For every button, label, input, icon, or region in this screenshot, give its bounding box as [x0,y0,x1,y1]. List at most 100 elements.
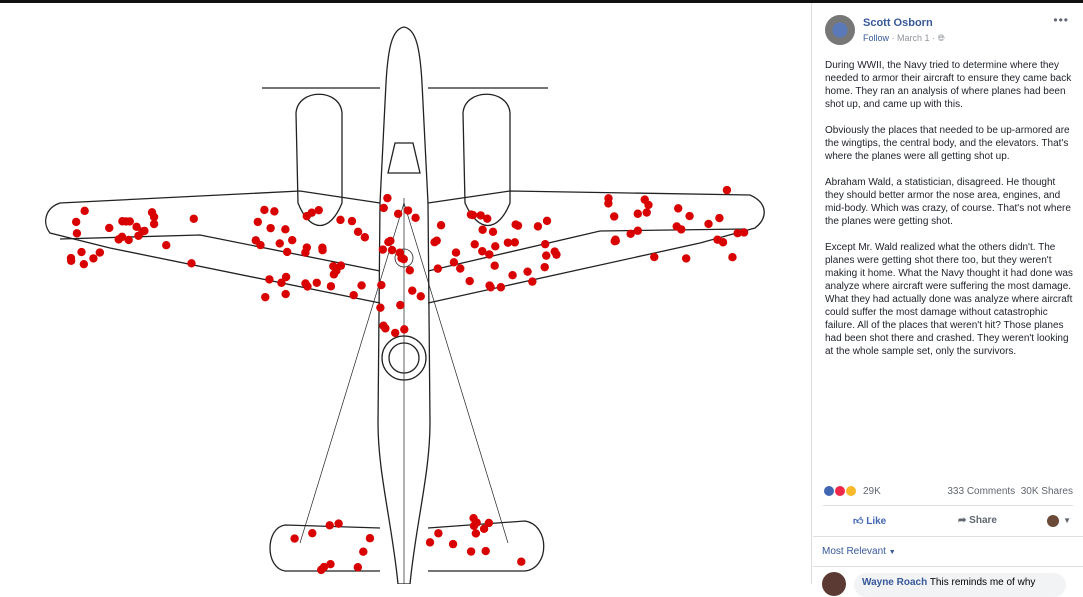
divider [813,566,1083,567]
bullet-hole-dot [733,229,742,238]
bullet-hole-dot [277,278,286,287]
bullet-hole-dot [387,245,397,255]
author-name[interactable]: Scott Osborn [863,17,933,29]
bullet-hole-dot [610,212,619,221]
bullet-hole-dot [149,212,159,222]
bullet-hole-dot [715,213,724,223]
reaction-count[interactable]: 29K [863,486,881,497]
bullet-hole-dot [451,248,461,257]
dot-separator: · [891,33,898,43]
bullet-hole-dot [640,195,649,204]
bullet-hole-dot [124,235,133,245]
bullet-hole-dot [365,534,375,543]
shares-count[interactable]: 30K Shares [1020,486,1073,497]
post-paragraph: Except Mr. Wald realized what the others… [825,242,1073,357]
bullet-hole-dot [604,194,613,203]
bullet-hole-dot [471,529,481,538]
bullet-hole-dot [89,254,98,263]
bullet-hole-dot [479,524,489,533]
comment-share-counts: 333 Comments 30K Shares [947,486,1073,497]
bullet-hole-dot [353,563,363,572]
bullet-hole-dot [121,217,131,226]
share-arrow-icon: ➦ [958,515,967,526]
bullet-hole-dot [72,229,82,238]
bullet-hole-dot [478,247,487,256]
bullet-hole-dot [513,221,523,230]
bullet-hole-dot [317,565,326,575]
bullet-hole-dot [140,226,149,236]
wow-reaction-icon [845,485,857,497]
bullet-hole-dot [290,534,299,543]
bullet-hole-dot [105,223,114,233]
bullet-hole-dot [381,324,390,333]
author-avatar[interactable] [825,15,855,45]
viewer-avatar[interactable] [1047,515,1059,527]
bullet-hole-dot [326,559,335,569]
bullet-hole-dot [347,216,357,226]
bullet-hole-dot [739,228,749,237]
comments-count[interactable]: 333 Comments [947,486,1016,497]
bullet-hole-dot [425,538,435,547]
bullet-hole-dot [434,529,443,538]
bullet-hole-dot [302,243,312,252]
ellipsis-icon[interactable]: ••• [1053,13,1069,27]
bullet-hole-dot [396,300,405,310]
bullet-hole-dot [704,219,713,229]
bullet-hole-dot [405,266,414,275]
bullet-hole-dot [528,277,537,286]
commenter-name[interactable]: Wayne Roach [862,577,928,588]
bullet-hole-dot [114,235,123,244]
reactions[interactable] [823,485,857,497]
post-date[interactable]: March 1 [897,33,930,43]
left-wing [45,190,381,304]
comment-sort-dropdown[interactable]: Most Relevant ▼ [822,546,896,557]
bullet-hole-dot [476,211,485,220]
bullet-hole-dot [540,239,550,249]
bullet-hole-dot [80,206,89,216]
bullet-hole-dot [281,289,290,299]
bullet-hole-dot [79,259,89,269]
bullet-hole-markers [66,185,749,575]
bullet-hole-dot [266,223,275,233]
share-button[interactable]: ➦ Share [958,515,997,526]
globe-icon: 🌐︎ [937,33,945,43]
bullet-hole-dot [469,513,478,523]
bullet-hole-dot [478,225,487,234]
bullet-hole-dot [510,238,520,247]
bullet-hole-dot [334,519,343,528]
bullet-hole-dot [325,521,334,530]
post-paragraph: Abraham Wald, a statistician, disagreed.… [825,177,1071,227]
bullet-hole-dot [449,258,459,267]
bullet-hole-dot [360,233,370,242]
post-text: During WWII, the Navy tried to determine… [825,59,1075,371]
chevron-down-icon[interactable]: ▼ [1063,516,1071,525]
bullet-hole-dot [261,292,270,302]
bullet-hole-dot [490,261,499,270]
bullet-hole-dot [353,227,363,237]
follow-link[interactable]: Follow [863,33,890,43]
bullet-hole-dot [470,240,479,249]
commenter-avatar[interactable] [822,572,846,596]
bullet-hole-dot [260,205,269,215]
post-photo[interactable] [0,3,812,585]
sort-label: Most Relevant [822,546,886,557]
bullet-hole-dot [611,235,620,244]
bullet-hole-dot [281,225,290,234]
bullet-hole-dot [77,247,86,257]
bullet-hole-dot [540,262,549,272]
bullet-hole-dot [718,238,728,247]
like-button[interactable]: 👍︎ Like [853,515,886,527]
bullet-hole-dot [377,280,386,290]
bullet-hole-dot [503,238,513,247]
top-bar [0,0,1083,3]
bullet-hole-dot [391,328,400,338]
bullet-hole-dot [542,251,551,260]
left-engine [295,93,343,227]
bullet-hole-dot [134,231,143,240]
bullet-hole-dot [448,539,458,549]
bullet-hole-dot [430,237,439,247]
bullet-hole-dot [642,208,651,217]
bullet-hole-dot [318,246,327,255]
bullet-hole-dot [187,259,196,268]
comment-bubble: Wayne Roach This reminds me of why [854,573,1066,597]
